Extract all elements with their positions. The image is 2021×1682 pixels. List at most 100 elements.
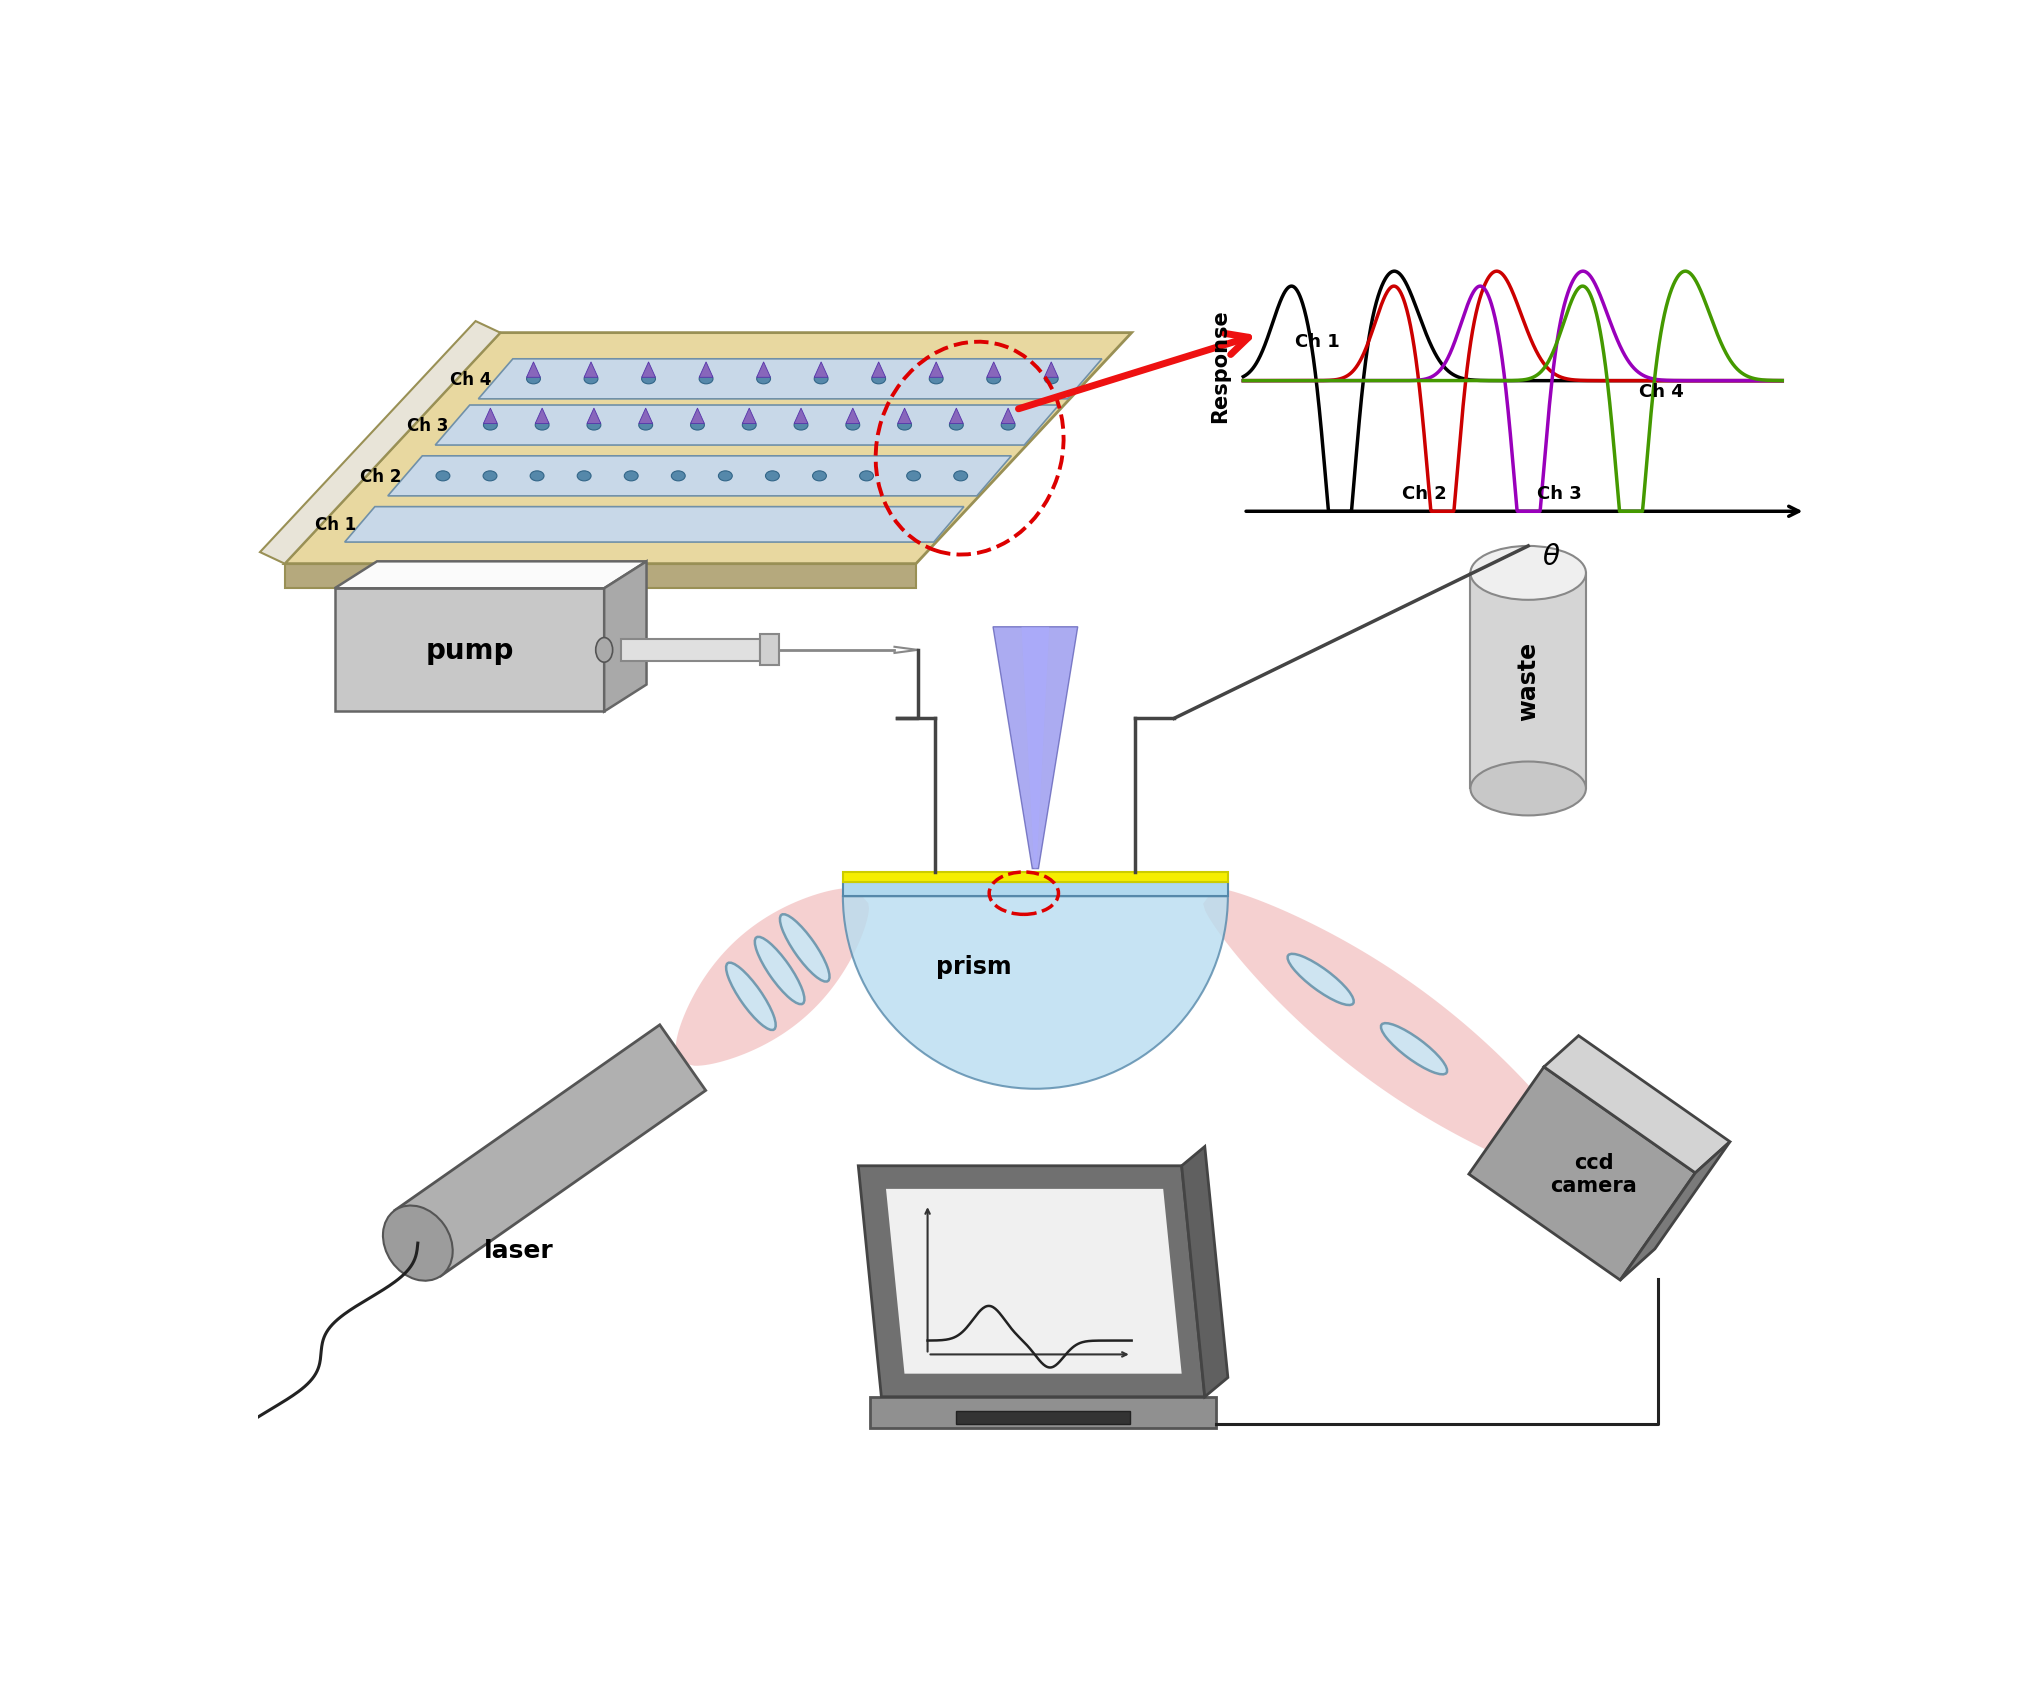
Polygon shape: [586, 409, 600, 424]
Text: Ch 1: Ch 1: [315, 516, 356, 535]
Ellipse shape: [437, 471, 451, 481]
Polygon shape: [483, 409, 497, 424]
Ellipse shape: [907, 471, 920, 481]
Wedge shape: [843, 897, 1229, 1090]
Polygon shape: [346, 508, 964, 543]
Polygon shape: [956, 1411, 1130, 1425]
Ellipse shape: [726, 964, 776, 1031]
Polygon shape: [794, 409, 808, 424]
Ellipse shape: [812, 471, 827, 481]
Polygon shape: [950, 409, 964, 424]
Ellipse shape: [859, 471, 873, 481]
Text: $\theta$: $\theta$: [1542, 543, 1560, 570]
Text: Ch 3: Ch 3: [408, 417, 449, 434]
Polygon shape: [639, 409, 653, 424]
Ellipse shape: [930, 375, 944, 385]
Ellipse shape: [641, 375, 655, 385]
Ellipse shape: [624, 471, 639, 481]
Ellipse shape: [584, 375, 598, 385]
Polygon shape: [859, 1166, 1205, 1398]
Ellipse shape: [954, 471, 968, 481]
Ellipse shape: [691, 420, 705, 431]
Polygon shape: [675, 888, 869, 1066]
Text: Ch 3: Ch 3: [1536, 484, 1580, 503]
Text: pump: pump: [424, 636, 513, 664]
Polygon shape: [1544, 1036, 1730, 1172]
Text: waste: waste: [1516, 643, 1540, 722]
Polygon shape: [699, 363, 713, 378]
Polygon shape: [986, 363, 1000, 378]
Text: Response: Response: [1211, 309, 1231, 422]
Polygon shape: [847, 409, 859, 424]
Text: Ch 4: Ch 4: [451, 370, 491, 389]
Ellipse shape: [1471, 762, 1586, 816]
Polygon shape: [1182, 1147, 1229, 1398]
Ellipse shape: [699, 375, 713, 385]
Ellipse shape: [897, 420, 911, 431]
Text: prism: prism: [936, 954, 1013, 977]
Ellipse shape: [1045, 375, 1059, 385]
Text: Ch 4: Ch 4: [1639, 383, 1683, 400]
Polygon shape: [992, 627, 1077, 870]
Text: ccd
camera: ccd camera: [1550, 1152, 1637, 1196]
Text: Ch 2: Ch 2: [1403, 484, 1447, 503]
Polygon shape: [479, 360, 1101, 400]
Ellipse shape: [483, 471, 497, 481]
Ellipse shape: [871, 375, 885, 385]
Ellipse shape: [1287, 954, 1354, 1006]
Ellipse shape: [596, 637, 612, 663]
Polygon shape: [1000, 409, 1015, 424]
Ellipse shape: [717, 471, 732, 481]
Ellipse shape: [814, 375, 829, 385]
Polygon shape: [536, 409, 550, 424]
Polygon shape: [604, 562, 647, 711]
Ellipse shape: [766, 471, 780, 481]
Polygon shape: [1621, 1142, 1730, 1280]
Polygon shape: [335, 589, 604, 711]
Polygon shape: [897, 409, 911, 424]
Text: Ch 2: Ch 2: [360, 468, 402, 486]
Ellipse shape: [756, 375, 770, 385]
Ellipse shape: [527, 375, 540, 385]
Ellipse shape: [639, 420, 653, 431]
Polygon shape: [869, 1398, 1217, 1428]
Ellipse shape: [742, 420, 756, 431]
Ellipse shape: [578, 471, 590, 481]
Polygon shape: [742, 409, 756, 424]
Ellipse shape: [483, 420, 497, 431]
Ellipse shape: [794, 420, 808, 431]
Ellipse shape: [586, 420, 600, 431]
Polygon shape: [760, 636, 778, 666]
Polygon shape: [1469, 1066, 1696, 1280]
Text: Ch 1: Ch 1: [1295, 333, 1340, 352]
Polygon shape: [930, 363, 944, 378]
Ellipse shape: [950, 420, 964, 431]
Polygon shape: [394, 1026, 705, 1277]
Polygon shape: [335, 562, 647, 589]
Ellipse shape: [536, 420, 550, 431]
Polygon shape: [843, 883, 1229, 897]
Ellipse shape: [1471, 547, 1586, 600]
Polygon shape: [1471, 574, 1586, 789]
Ellipse shape: [847, 420, 859, 431]
Polygon shape: [756, 363, 770, 378]
Polygon shape: [285, 333, 1132, 563]
Ellipse shape: [1000, 420, 1015, 431]
Ellipse shape: [986, 375, 1000, 385]
Polygon shape: [1021, 627, 1049, 870]
Ellipse shape: [780, 915, 829, 982]
Polygon shape: [1045, 363, 1059, 378]
Text: laser: laser: [483, 1238, 554, 1262]
Polygon shape: [285, 563, 916, 589]
Polygon shape: [814, 363, 829, 378]
Polygon shape: [641, 363, 655, 378]
Polygon shape: [1202, 890, 1589, 1181]
Polygon shape: [620, 639, 760, 661]
Polygon shape: [843, 873, 1229, 883]
Polygon shape: [435, 405, 1059, 446]
Polygon shape: [871, 363, 885, 378]
Polygon shape: [584, 363, 598, 378]
Ellipse shape: [754, 937, 804, 1004]
Polygon shape: [885, 1189, 1182, 1374]
Polygon shape: [527, 363, 540, 378]
